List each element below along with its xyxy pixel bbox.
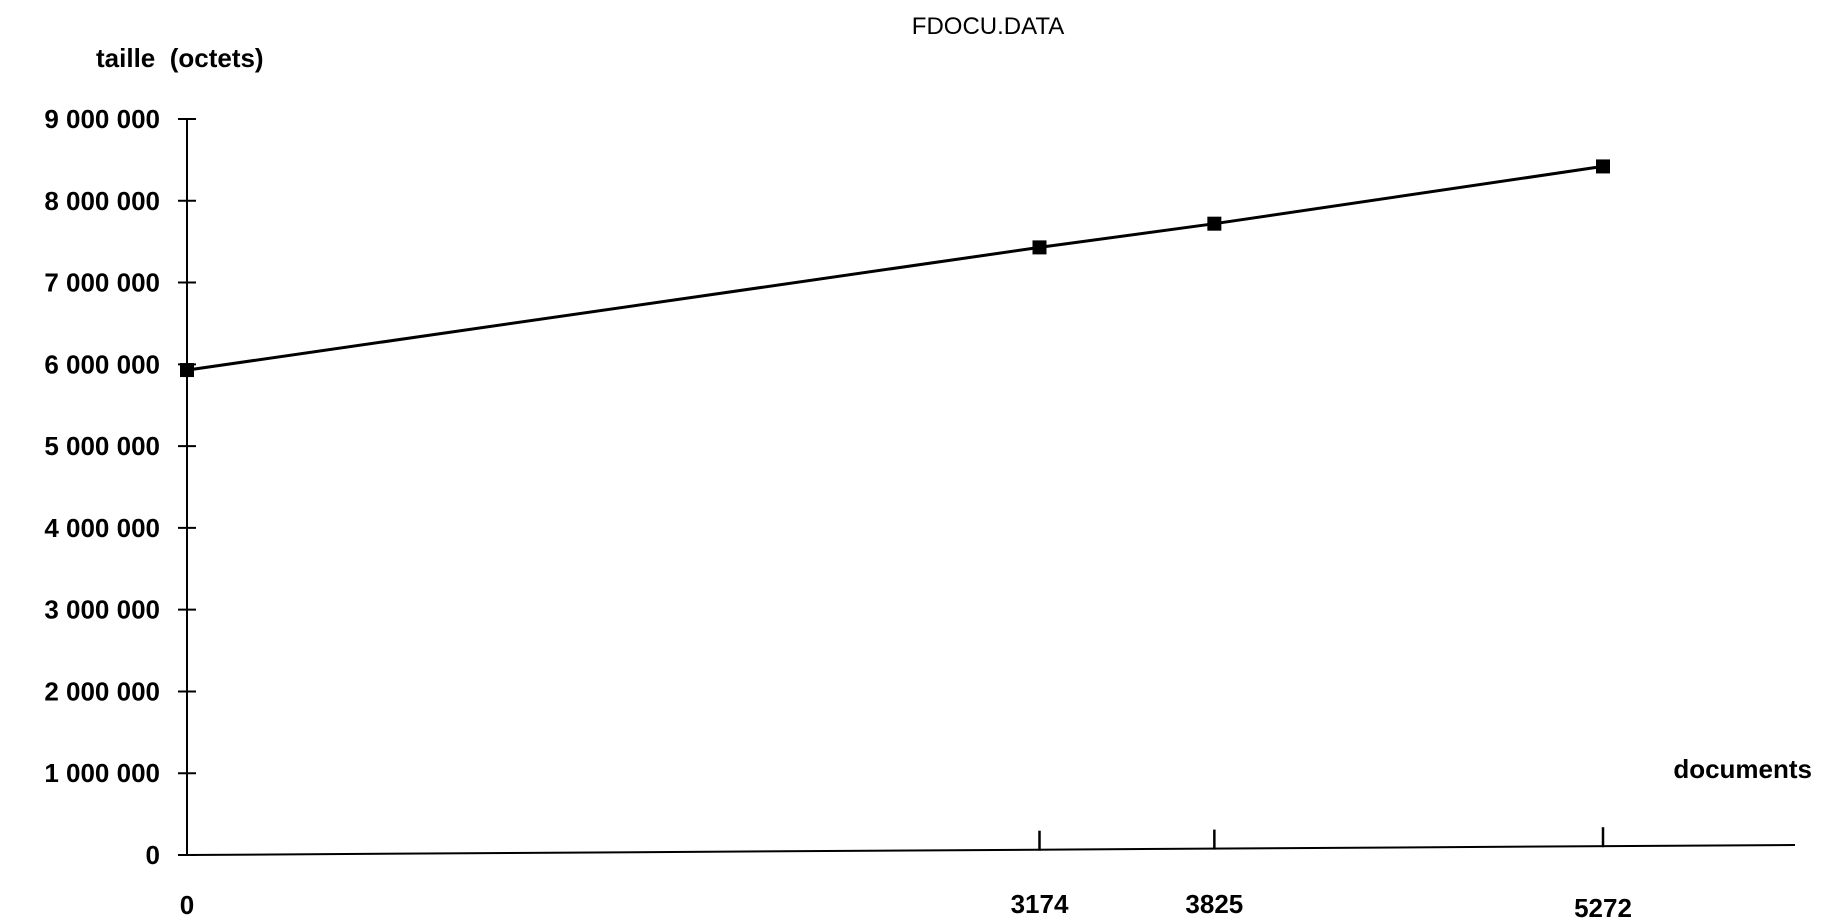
data-point-marker bbox=[1596, 159, 1610, 174]
y-tick-label: 2 000 000 bbox=[44, 676, 160, 706]
x-axis-ticks: 0 3174 3825 5272 bbox=[180, 827, 1632, 921]
y-axis-title: taille (octets) bbox=[96, 43, 264, 73]
x-axis-title: documents bbox=[1673, 754, 1812, 784]
x-tick-label: 3174 bbox=[1011, 889, 1069, 919]
y-axis-ticks: 0 1 000 000 2 000 000 3 000 000 4 000 000 5 0… bbox=[44, 104, 196, 870]
series-layer bbox=[180, 159, 1610, 378]
x-axis-line bbox=[186, 844, 1796, 856]
data-point-marker bbox=[1207, 216, 1222, 231]
y-tick-label: 6 000 000 bbox=[44, 349, 160, 379]
y-tick-label: 8 000 000 bbox=[44, 186, 160, 216]
y-tick-label: 0 bbox=[146, 840, 160, 870]
y-tick-label: 1 000 000 bbox=[44, 758, 160, 788]
data-point-marker bbox=[180, 363, 194, 378]
y-tick-label: 5 000 000 bbox=[44, 431, 160, 461]
y-tick-label: 9 000 000 bbox=[44, 104, 160, 134]
x-tick-label: 5272 bbox=[1574, 893, 1632, 921]
chart-title: FDOCU.DATA bbox=[912, 13, 1064, 40]
series-line bbox=[186, 164, 1604, 372]
y-tick-label: 4 000 000 bbox=[44, 513, 160, 543]
y-tick-label: 3 000 000 bbox=[44, 595, 160, 625]
x-tick-label: 3825 bbox=[1185, 889, 1243, 919]
x-tick-label: 0 bbox=[180, 890, 194, 920]
y-tick-label: 7 000 000 bbox=[44, 268, 160, 298]
data-point-marker bbox=[1032, 240, 1047, 255]
